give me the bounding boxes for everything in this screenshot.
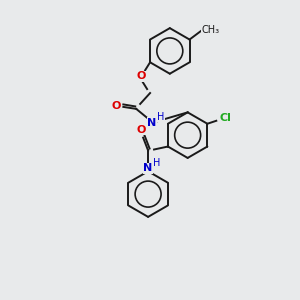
Text: N: N: [143, 163, 153, 173]
Text: CH₃: CH₃: [201, 25, 219, 34]
Text: N: N: [147, 118, 157, 128]
Text: Cl: Cl: [219, 113, 231, 123]
Text: H: H: [153, 158, 161, 168]
Text: H: H: [157, 112, 165, 122]
Text: O: O: [136, 71, 146, 81]
Text: O: O: [136, 125, 146, 135]
Text: O: O: [112, 101, 121, 111]
